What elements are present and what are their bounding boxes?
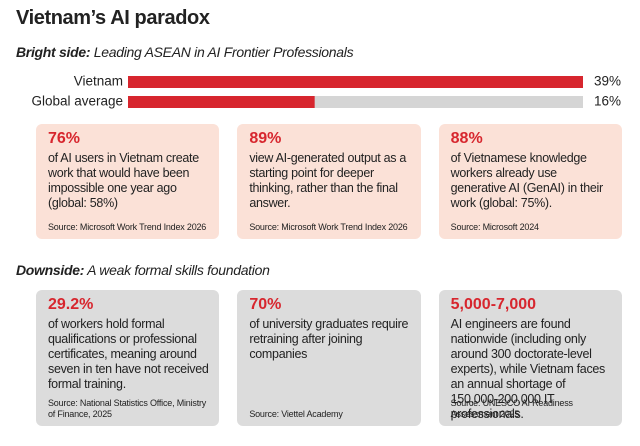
card-text: of workers hold formal qualifications or… (48, 317, 209, 391)
bright-cards: 76% of AI users in Vietnam create work th… (36, 124, 622, 239)
subtitle: Bright side: Leading ASEAN in AI Frontie… (16, 44, 354, 60)
bar (128, 96, 315, 108)
downside-label: Downside: (16, 262, 85, 278)
card: 29.2% of workers hold formal qualificatio… (36, 290, 220, 426)
card: 70% of university graduates require retra… (237, 290, 421, 426)
source: Source: Microsoft Work Trend Index 2026 (48, 222, 207, 232)
card: 89% view AI-generated output as a startin… (237, 124, 421, 239)
card-text: of AI users in Vietnam create work that … (48, 151, 199, 210)
bar (128, 76, 583, 88)
card: 76% of AI users in Vietnam create work th… (36, 124, 220, 239)
stat: 88% (450, 130, 483, 147)
source: Source: National Statistics Office, Mini… (48, 398, 207, 419)
bar-label: Global average (31, 94, 123, 109)
bar-label: Vietnam (74, 74, 123, 89)
stat: 89% (249, 130, 282, 147)
card: 5,000-7,000 AI engineers are found nation… (438, 290, 622, 426)
source: Source: Viettel Academy (249, 409, 343, 419)
card-text: AI engineers are found nationwide (inclu… (450, 317, 606, 421)
bar-chart: Vietnam 39% Global average 16% (31, 74, 621, 109)
subtitle-text: Leading ASEAN in AI Frontier Professiona… (93, 44, 354, 60)
value-label: 16% (594, 94, 621, 109)
card-text: view AI-generated output as a starting p… (249, 151, 407, 210)
stat: 70% (249, 296, 282, 313)
value-label: 39% (594, 74, 621, 89)
card: 88% of Vietnamese knowledge workers alrea… (438, 124, 622, 239)
stat: 29.2% (48, 296, 94, 313)
downside-text: A weak formal skills foundation (87, 262, 270, 278)
card-text: of university graduates require retraini… (249, 317, 409, 361)
card-text: of Vietnamese knowledge workers already … (450, 151, 604, 210)
stat: 76% (48, 130, 81, 147)
source: Source: Microsoft 2024 (450, 222, 539, 232)
downside-cards: 29.2% of workers hold formal qualificatio… (36, 290, 622, 426)
subtitle-label: Bright side: (16, 44, 91, 60)
downside-heading: Downside: A weak formal skills foundatio… (16, 262, 270, 278)
title: Vietnam’s AI paradox (16, 7, 210, 29)
stat: 5,000-7,000 (450, 296, 537, 313)
source: Source: UNESCO AI Readiness Assessment 2… (450, 398, 573, 419)
source: Source: Microsoft Work Trend Index 2026 (249, 222, 408, 232)
